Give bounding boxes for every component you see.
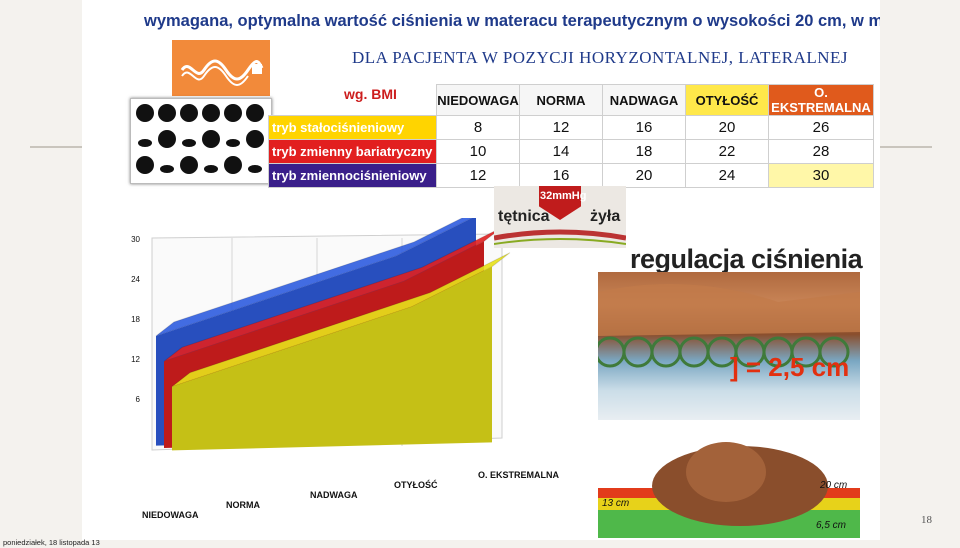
table-cell: 10 [436, 139, 520, 164]
table-cell: 18 [602, 139, 686, 164]
immersion-depth-label: ] = 2,5 cm [730, 352, 850, 382]
table-cell: 16 [519, 163, 603, 188]
pressure-modes-pattern [130, 98, 272, 184]
table-cell: 30 [768, 163, 874, 188]
table-cell: 24 [685, 163, 769, 188]
slide-subtitle: DLA PACJENTA W POZYCJI HORYZONTALNEJ, LA… [352, 48, 849, 67]
divider-right [880, 146, 932, 148]
table-cell: 16 [602, 115, 686, 140]
air-cells-icon [136, 104, 264, 174]
artery-pressure-value: 32mmHg [540, 190, 587, 202]
regulation-title: regulacja ciśnienia [630, 244, 863, 274]
vein-label: żyła [590, 208, 621, 225]
table-cell: 20 [602, 163, 686, 188]
y-tick-label: 12 [131, 355, 140, 364]
table-row: tryb zmienny bariatryczny 10 14 18 22 28 [268, 139, 874, 164]
column-header: NIEDOWAGA [436, 84, 520, 116]
table-cell: 28 [768, 139, 874, 164]
height-13-label: 13 cm [602, 498, 630, 509]
footer-date: poniedziałek, 18 listopada 13 [3, 538, 100, 547]
row-label: tryb zmienny bariatryczny [268, 139, 437, 164]
x-category-label: NADWAGA [310, 490, 358, 500]
air-cells-photo-icon [598, 284, 860, 368]
artery-diagram: 32mmHg tętnica żyła [494, 186, 626, 248]
y-tick-label: 30 [131, 235, 140, 244]
x-category-label: O. EKSTREMALNA [478, 470, 560, 480]
patient-on-mattress-image [598, 272, 860, 420]
table-cell: 12 [519, 115, 603, 140]
divider-left [30, 146, 82, 148]
page-number: 18 [921, 514, 932, 526]
table-cell: 12 [436, 163, 520, 188]
slide-title: wymagana, optymalna wartość ciśnienia w … [144, 12, 880, 30]
mattress-layers-icon [598, 442, 860, 538]
series-area-2 [172, 266, 492, 451]
artery-label: tętnica [498, 208, 550, 225]
pressure-table: NIEDOWAGA NORMA NADWAGA OTYŁOŚĆ O. EKSTR… [268, 84, 874, 188]
y-tick-label: 18 [131, 315, 140, 324]
x-category-label: OTYŁOŚĆ [394, 479, 438, 490]
vessel-icon [494, 229, 626, 245]
height-20-label: 20 cm [820, 480, 848, 491]
column-header: NORMA [519, 84, 603, 116]
x-category-label: NIEDOWAGA [142, 510, 199, 520]
mattress-logo [172, 40, 270, 96]
mattress-wave-icon [180, 59, 264, 86]
table-cell: 8 [436, 115, 520, 140]
table-header-row: NIEDOWAGA NORMA NADWAGA OTYŁOŚĆ O. EKSTR… [269, 84, 874, 116]
column-header: OTYŁOŚĆ [685, 84, 769, 116]
table-row: tryb stałociśnieniowy 8 12 16 20 26 [268, 115, 874, 140]
table-cell: 14 [519, 139, 603, 164]
series-top-2 [171, 252, 511, 388]
table-cell: 22 [685, 139, 769, 164]
column-header: NADWAGA [602, 84, 686, 116]
table-cell: 20 [685, 115, 769, 140]
row-label: tryb zmiennociśnieniowy [268, 163, 437, 188]
y-tick-label: 6 [136, 395, 141, 404]
x-category-label: NORMA [226, 500, 260, 510]
row-label: tryb stałociśnieniowy [268, 115, 437, 140]
bmi-label: wg. BMI [344, 86, 397, 102]
table-cell: 26 [768, 115, 874, 140]
immersion-diagram: 13 cm 20 cm 6,5 cm [598, 432, 860, 538]
depth-label: 6,5 cm [816, 520, 847, 531]
column-header: O. EKSTREMALNA [768, 84, 874, 116]
y-tick-label: 24 [131, 275, 140, 284]
table-row: tryb zmiennociśnieniowy 12 16 20 24 30 [268, 163, 874, 188]
chart-svg: 6 12 18 24 30 NIEDOWAGA NORMA NADWAGA OTYŁOŚĆ O. … [131, 201, 560, 520]
table-corner [269, 85, 437, 116]
slide: wymagana, optymalna wartość ciśnienia w … [82, 0, 880, 540]
pressure-chart: 6 12 18 24 30 NIEDOWAGA NORMA NADWAGA OTYŁOŚĆ O. … [82, 201, 602, 538]
